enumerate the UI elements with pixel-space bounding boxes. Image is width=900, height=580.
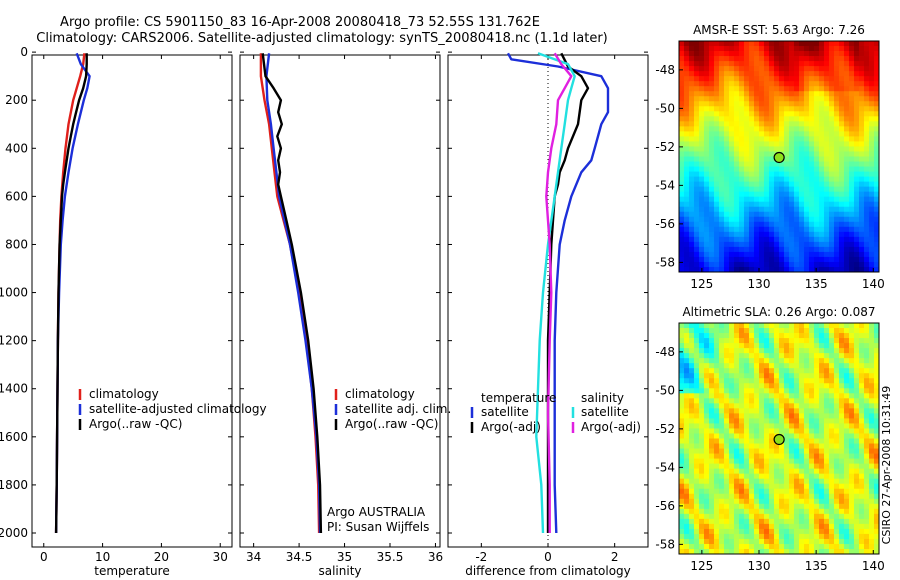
series-climatology: [259, 53, 321, 534]
legend-label: satellite-adjusted climatology: [89, 402, 267, 416]
map-x-tick-label: 130: [748, 559, 771, 573]
map-x-tick-label: 135: [805, 559, 828, 573]
plot-frame: [31, 54, 233, 548]
legend-label: satellite adj. clim.: [345, 402, 451, 416]
legend-label: satellite: [581, 405, 629, 419]
annotation-line1: Argo AUSTRALIA: [327, 505, 426, 519]
y-tick-label: 200: [5, 93, 28, 107]
x-tick-label: 0: [40, 550, 48, 564]
argo-float-marker: [773, 433, 785, 446]
legend-heading-salinity: salinity: [581, 391, 624, 405]
x-axis-label: difference from climatology: [465, 564, 631, 578]
x-tick-label: 35: [337, 550, 352, 564]
figure-title-line1: Argo profile: CS 5901150_83 16-Apr-2008 …: [60, 15, 540, 30]
x-tick-label: -2: [475, 550, 487, 564]
panel-sst-map: AMSR-E SST: 5.63 Argo: 7.26 125 130 135 140 -…: [655, 23, 884, 291]
series-argo-raw-qc-: [54, 53, 88, 534]
map-y-tick-label: -54: [655, 460, 675, 474]
legend-label: satellite: [481, 405, 529, 419]
x-tick-label: 30: [213, 550, 228, 564]
map-y-tick-label: -48: [655, 345, 675, 359]
map-x-tick-label: 125: [690, 559, 713, 573]
map-y-tick-label: -50: [655, 101, 675, 115]
map-x-tick-label: 140: [862, 559, 885, 573]
series-argo-raw-qc-: [261, 53, 323, 534]
legend-label: Argo(-adj): [481, 420, 541, 434]
map-x-tick-label: 140: [862, 277, 885, 291]
figure-title-line2: Climatology: CARS2006. Satellite-adjuste…: [36, 31, 608, 46]
annotation-line2: PI: Susan Wijffels: [327, 520, 429, 534]
x-tick-label: 20: [154, 550, 169, 564]
x-axis-label: salinity: [318, 564, 361, 578]
series-salinity-argo-adj-: [545, 52, 573, 533]
argo-float-marker: [773, 151, 785, 164]
x-tick-label: 2: [611, 550, 619, 564]
map-title: AMSR-E SST: 5.63 Argo: 7.26: [693, 23, 865, 37]
map-field: [679, 323, 880, 555]
y-tick-label: 400: [5, 141, 28, 155]
y-tick-label: 1400: [0, 382, 28, 396]
x-tick-label: 10: [95, 550, 110, 564]
y-tick-label: 1600: [0, 430, 28, 444]
x-tick-label: 34.5: [286, 550, 313, 564]
map-y-tick-label: -56: [655, 217, 675, 231]
panel-temperature: 0 10 20 30 0 200 400 600 800 1000 1200 1400 1600 1800…: [0, 45, 267, 578]
map-y-tick-label: -58: [655, 537, 675, 551]
x-tick-label: 0: [544, 550, 552, 564]
map-x-tick-label: 130: [748, 277, 771, 291]
map-y-tick-label: -52: [655, 422, 675, 436]
timestamp-stamp: CSIRO 27-Apr-2008 10:31:49: [880, 386, 893, 545]
series-temperature-argo-adj-: [546, 52, 590, 533]
y-tick-label: 800: [5, 237, 28, 251]
y-tick-label: 2000: [0, 526, 28, 540]
x-tick-label: 36: [428, 550, 443, 564]
map-frame: [678, 40, 880, 273]
map-y-tick-label: -56: [655, 499, 675, 513]
y-tick-label: 600: [5, 189, 28, 203]
series-temperature-satellite: [506, 52, 610, 534]
map-y-tick-label: -50: [655, 383, 675, 397]
map-x-tick-label: 135: [805, 277, 828, 291]
map-y-tick-label: -52: [655, 140, 675, 154]
plot-frame: [239, 54, 441, 548]
map-y-tick-label: -48: [655, 63, 675, 77]
y-tick-label: 1200: [0, 334, 28, 348]
series-satellite-adj-clim-: [265, 53, 322, 534]
map-frame: [678, 322, 880, 555]
map-y-tick-label: -54: [655, 178, 675, 192]
legend-label: climatology: [345, 387, 415, 401]
legend-label: Argo(..raw -QC): [89, 417, 182, 431]
x-axis-label: temperature: [94, 564, 169, 578]
x-tick-label: 34: [246, 550, 261, 564]
y-tick-label: 0: [20, 45, 28, 59]
y-tick-label: 1800: [0, 478, 28, 492]
panel-salinity: 34 34.5 35 35.5 36 salinity climatologysatelli…: [239, 51, 451, 578]
map-y-tick-label: -58: [655, 255, 675, 269]
series-salinity-satellite: [535, 52, 576, 534]
legend-heading-temperature: temperature: [481, 391, 556, 405]
legend-label: Argo(..raw -QC): [345, 417, 438, 431]
map-x-tick-label: 125: [690, 277, 713, 291]
map-field: [679, 41, 880, 273]
series-climatology: [54, 53, 86, 534]
map-title: Altimetric SLA: 0.26 Argo: 0.087: [682, 305, 875, 319]
legend-label: climatology: [89, 387, 159, 401]
y-tick-label: 1000: [0, 286, 28, 300]
legend-label: Argo(-adj): [581, 420, 641, 434]
panel-sla-map: Altimetric SLA: 0.26 Argo: 0.087 125 130 13…: [655, 305, 884, 573]
x-tick-label: 35.5: [377, 550, 404, 564]
